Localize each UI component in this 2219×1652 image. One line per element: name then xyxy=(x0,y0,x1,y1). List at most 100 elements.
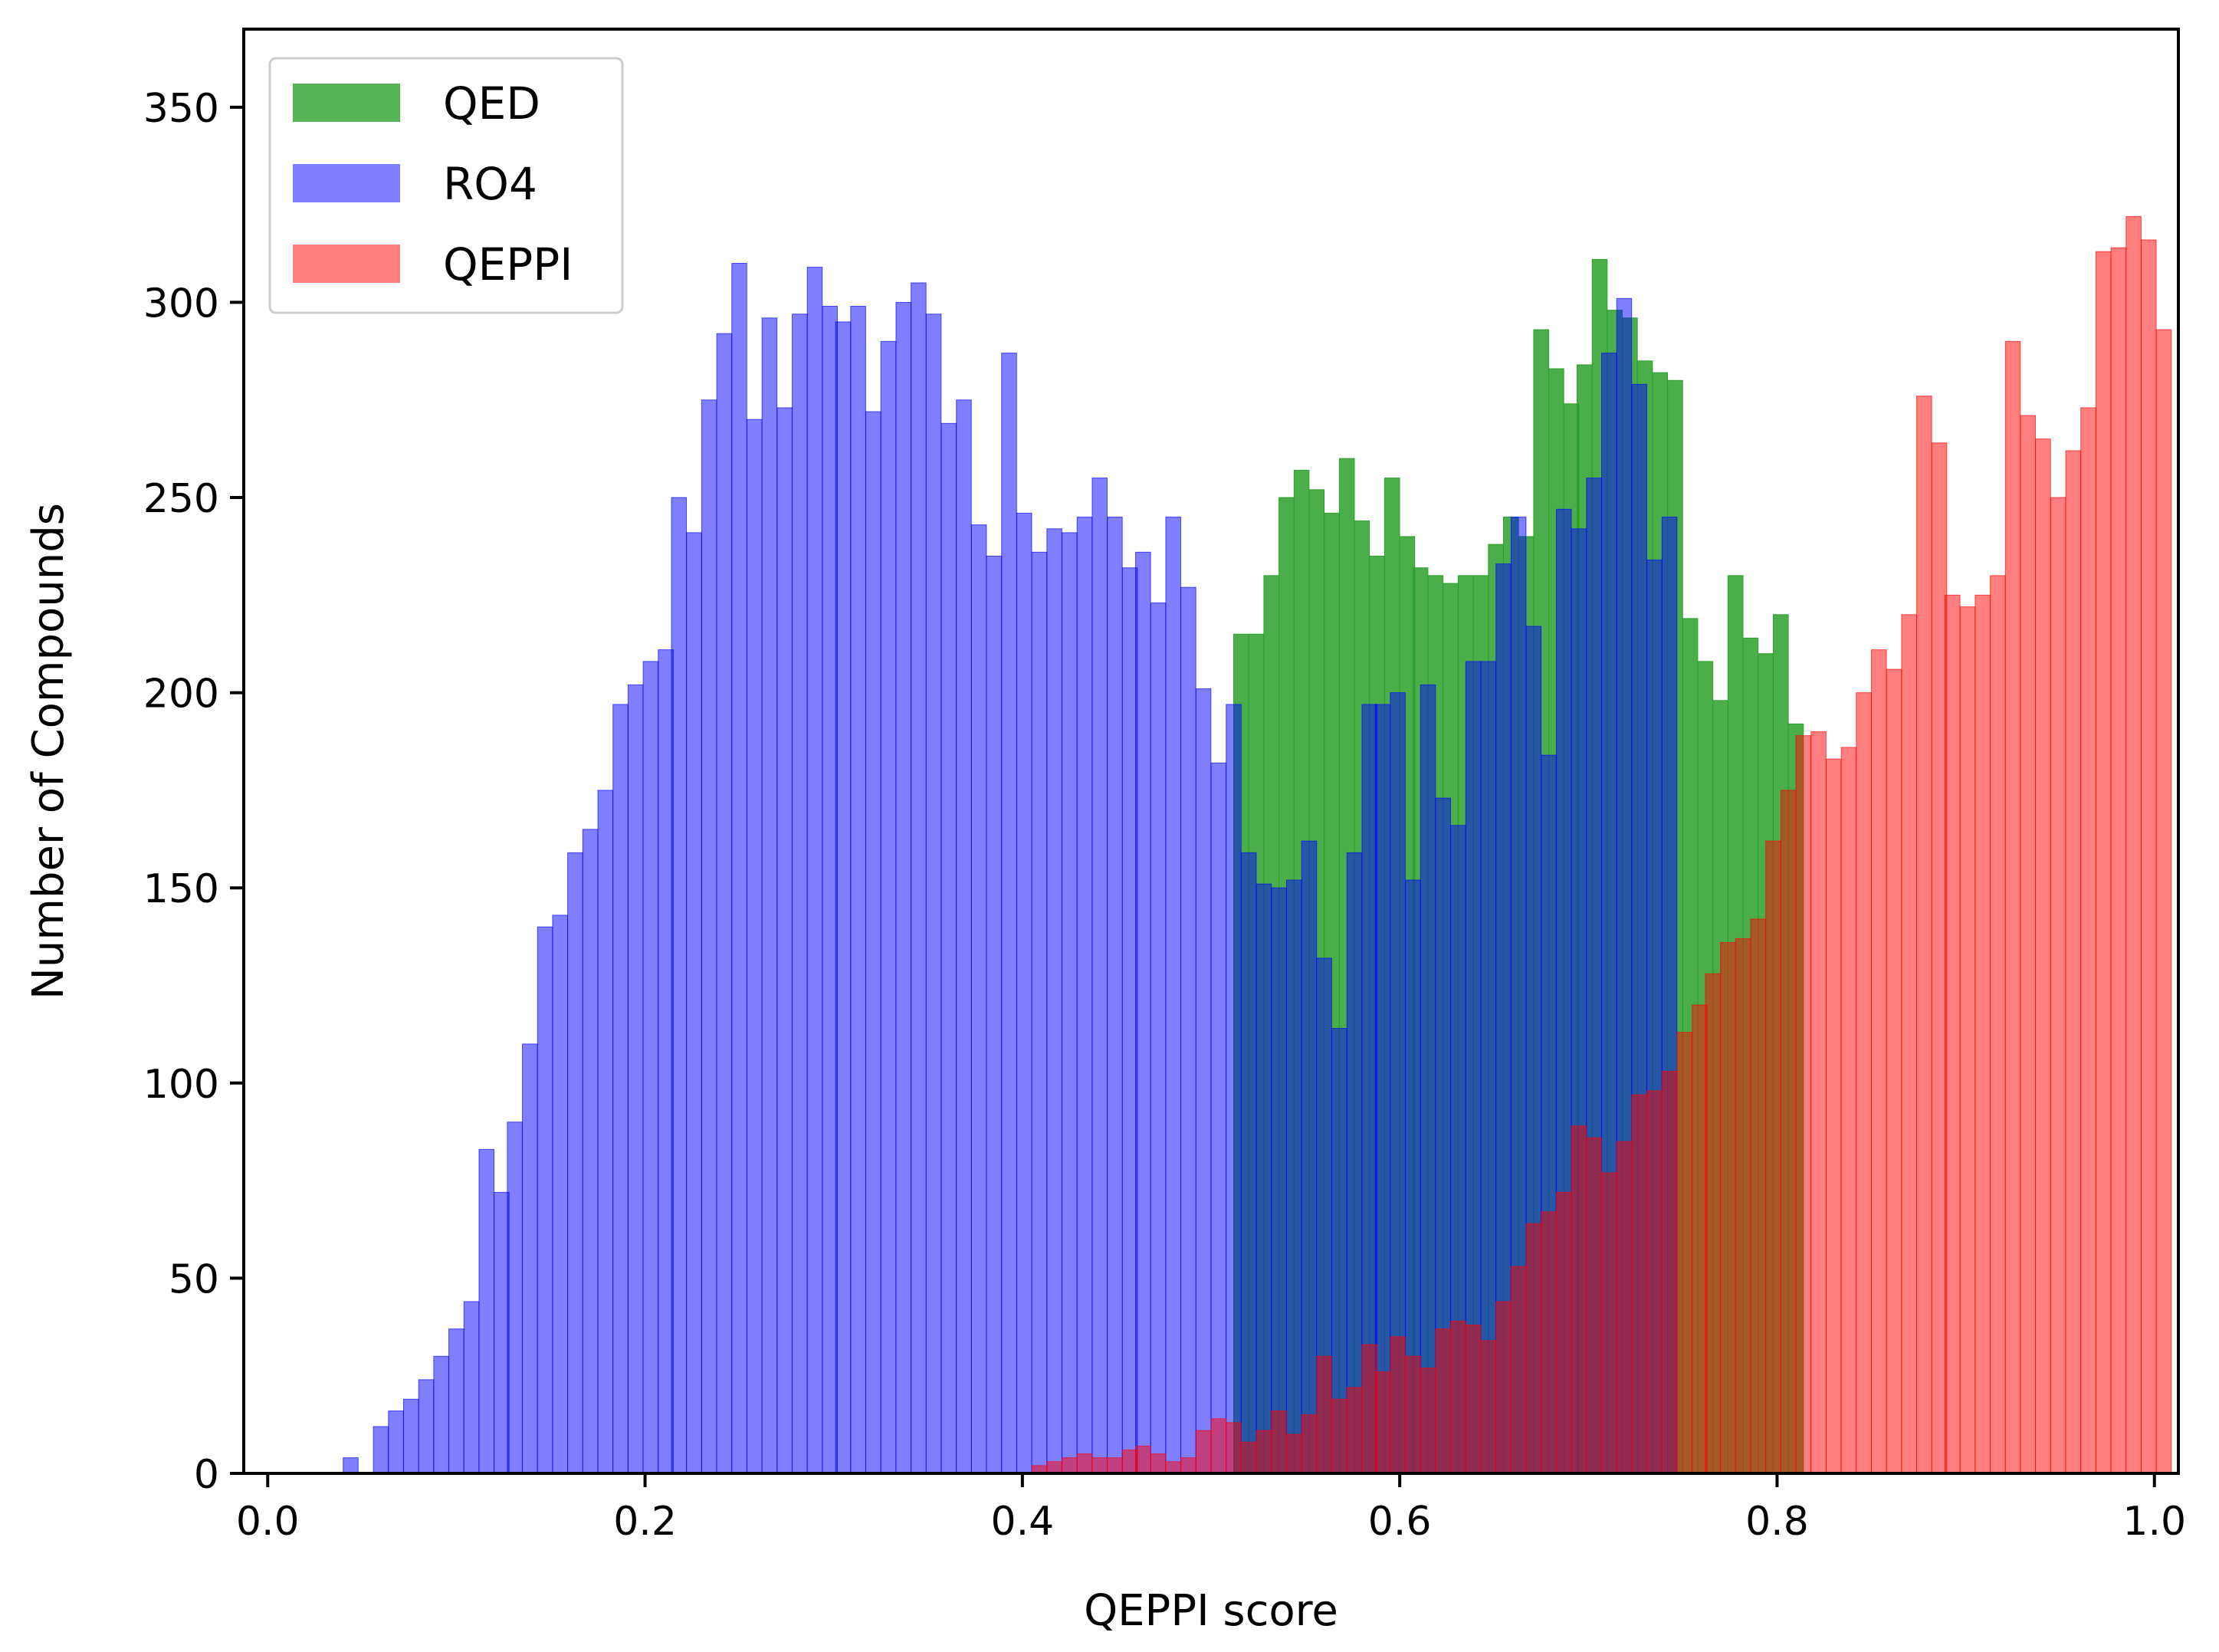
bar-ro4 xyxy=(1031,551,1048,1474)
bar-qeppi xyxy=(1646,1090,1663,1474)
series-ro4 xyxy=(343,263,1678,1474)
bar-ro4 xyxy=(716,333,733,1474)
bar-qeppi xyxy=(1705,973,1721,1474)
bar-qeppi xyxy=(1616,1141,1633,1474)
bar-qeppi xyxy=(1631,1094,1647,1474)
bar-qeppi xyxy=(1271,1411,1287,1474)
bar-ro4 xyxy=(343,1457,359,1474)
bar-qeppi xyxy=(2050,497,2066,1474)
bar-ro4 xyxy=(835,321,852,1474)
bar-qeppi xyxy=(1210,1418,1227,1474)
bar-qeppi xyxy=(1121,1449,1138,1474)
bar-qeppi xyxy=(1316,1355,1332,1474)
bar-qeppi xyxy=(1692,1004,1708,1474)
bar-ro4 xyxy=(1301,840,1318,1474)
bar-qeppi xyxy=(1374,1371,1391,1474)
bar-ro4 xyxy=(1240,852,1257,1474)
bar-qeppi xyxy=(1810,731,1827,1474)
bar-ro4 xyxy=(463,1301,480,1474)
bar-qeppi xyxy=(1661,1071,1678,1474)
bar-ro4 xyxy=(507,1122,523,1474)
bar-qeppi xyxy=(1480,1340,1497,1474)
y-tick-label: 0 xyxy=(194,1452,219,1498)
bar-ro4 xyxy=(792,314,808,1474)
bar-qeppi xyxy=(1750,918,1767,1474)
bar-qeppi xyxy=(1435,1328,1451,1474)
bar-qeppi xyxy=(1916,396,1932,1474)
bar-ro4 xyxy=(1165,516,1181,1474)
bar-ro4 xyxy=(671,497,688,1474)
bar-qeppi xyxy=(2004,340,2021,1474)
bar-ro4 xyxy=(612,704,629,1474)
bar-ro4 xyxy=(1150,603,1167,1474)
bar-ro4 xyxy=(806,267,823,1474)
bar-qeppi xyxy=(1107,1457,1123,1474)
bar-ro4 xyxy=(1091,478,1108,1474)
bar-qeppi xyxy=(1525,1223,1542,1474)
bar-ro4 xyxy=(865,411,881,1474)
bar-ro4 xyxy=(418,1379,435,1474)
bar-qeppi xyxy=(2110,247,2127,1474)
bar-ro4 xyxy=(880,340,897,1474)
y-tick-label: 150 xyxy=(143,866,219,912)
bar-ro4 xyxy=(433,1355,449,1474)
bar-qeppi xyxy=(2080,407,2096,1474)
bar-qeppi xyxy=(1465,1325,1482,1474)
bar-qeppi xyxy=(2095,251,2112,1474)
bar-qeppi xyxy=(1165,1461,1181,1474)
bar-ro4 xyxy=(1121,567,1138,1474)
bar-qeppi xyxy=(1062,1457,1078,1474)
bar-ro4 xyxy=(1046,528,1062,1474)
bar-ro4 xyxy=(567,852,583,1474)
bar-ro4 xyxy=(731,263,747,1474)
bar-ro4 xyxy=(956,399,972,1474)
bar-ro4 xyxy=(1180,586,1196,1474)
bar-qeppi xyxy=(1735,938,1751,1474)
bar-ro4 xyxy=(1001,353,1017,1474)
y-axis-label: Number of Compounds xyxy=(24,503,74,1000)
bar-ro4 xyxy=(1346,852,1363,1474)
bar-ro4 xyxy=(1195,688,1212,1474)
bar-qeppi xyxy=(1974,594,1991,1474)
y-tick-label: 200 xyxy=(143,672,219,718)
bar-qeppi xyxy=(1256,1430,1272,1474)
x-tick-label: 0.2 xyxy=(613,1499,677,1545)
bar-qeppi xyxy=(1420,1368,1436,1474)
bar-qeppi xyxy=(1825,758,1842,1474)
bar-ro4 xyxy=(658,649,674,1474)
legend-label-qeppi: QEPPI xyxy=(443,238,573,291)
legend-label-ro4: RO4 xyxy=(443,158,537,210)
bar-qeppi xyxy=(1331,1398,1347,1474)
bar-ro4 xyxy=(388,1411,404,1474)
bar-qeppi xyxy=(1076,1453,1093,1474)
bar-ro4 xyxy=(925,314,942,1474)
bar-ro4 xyxy=(1076,516,1093,1474)
bar-qeppi xyxy=(2141,239,2157,1474)
bar-ro4 xyxy=(776,407,793,1474)
bar-qeppi xyxy=(1240,1441,1257,1474)
legend-swatch-qed xyxy=(293,84,400,122)
bar-ro4 xyxy=(850,306,866,1474)
bar-qeppi xyxy=(1931,442,1948,1474)
y-tick-label: 100 xyxy=(143,1062,219,1108)
legend-items: QED RO4 QEPPI xyxy=(293,77,573,291)
bar-qeppi xyxy=(1945,594,1961,1474)
bar-ro4 xyxy=(761,317,778,1474)
bar-qeppi xyxy=(1195,1430,1212,1474)
bar-ro4 xyxy=(701,399,717,1474)
bar-ro4 xyxy=(970,524,987,1474)
bar-qeppi xyxy=(1886,668,1902,1474)
bar-qeppi xyxy=(1676,1032,1693,1474)
bar-qeppi xyxy=(1871,649,1887,1474)
bar-ro4 xyxy=(448,1328,464,1474)
bar-qeppi xyxy=(1301,1414,1318,1474)
bar-ro4 xyxy=(597,790,614,1474)
y-axis: 0 50 100 150 200 250 300 350 xyxy=(143,86,244,1498)
bar-qeppi xyxy=(1450,1320,1466,1474)
bar-ro4 xyxy=(1256,883,1272,1474)
bar-qeppi xyxy=(1346,1387,1363,1474)
bar-ro4 xyxy=(746,419,763,1474)
bar-ro4 xyxy=(1135,551,1151,1474)
bar-ro4 xyxy=(1016,512,1032,1474)
legend-swatch-ro4 xyxy=(293,164,400,202)
